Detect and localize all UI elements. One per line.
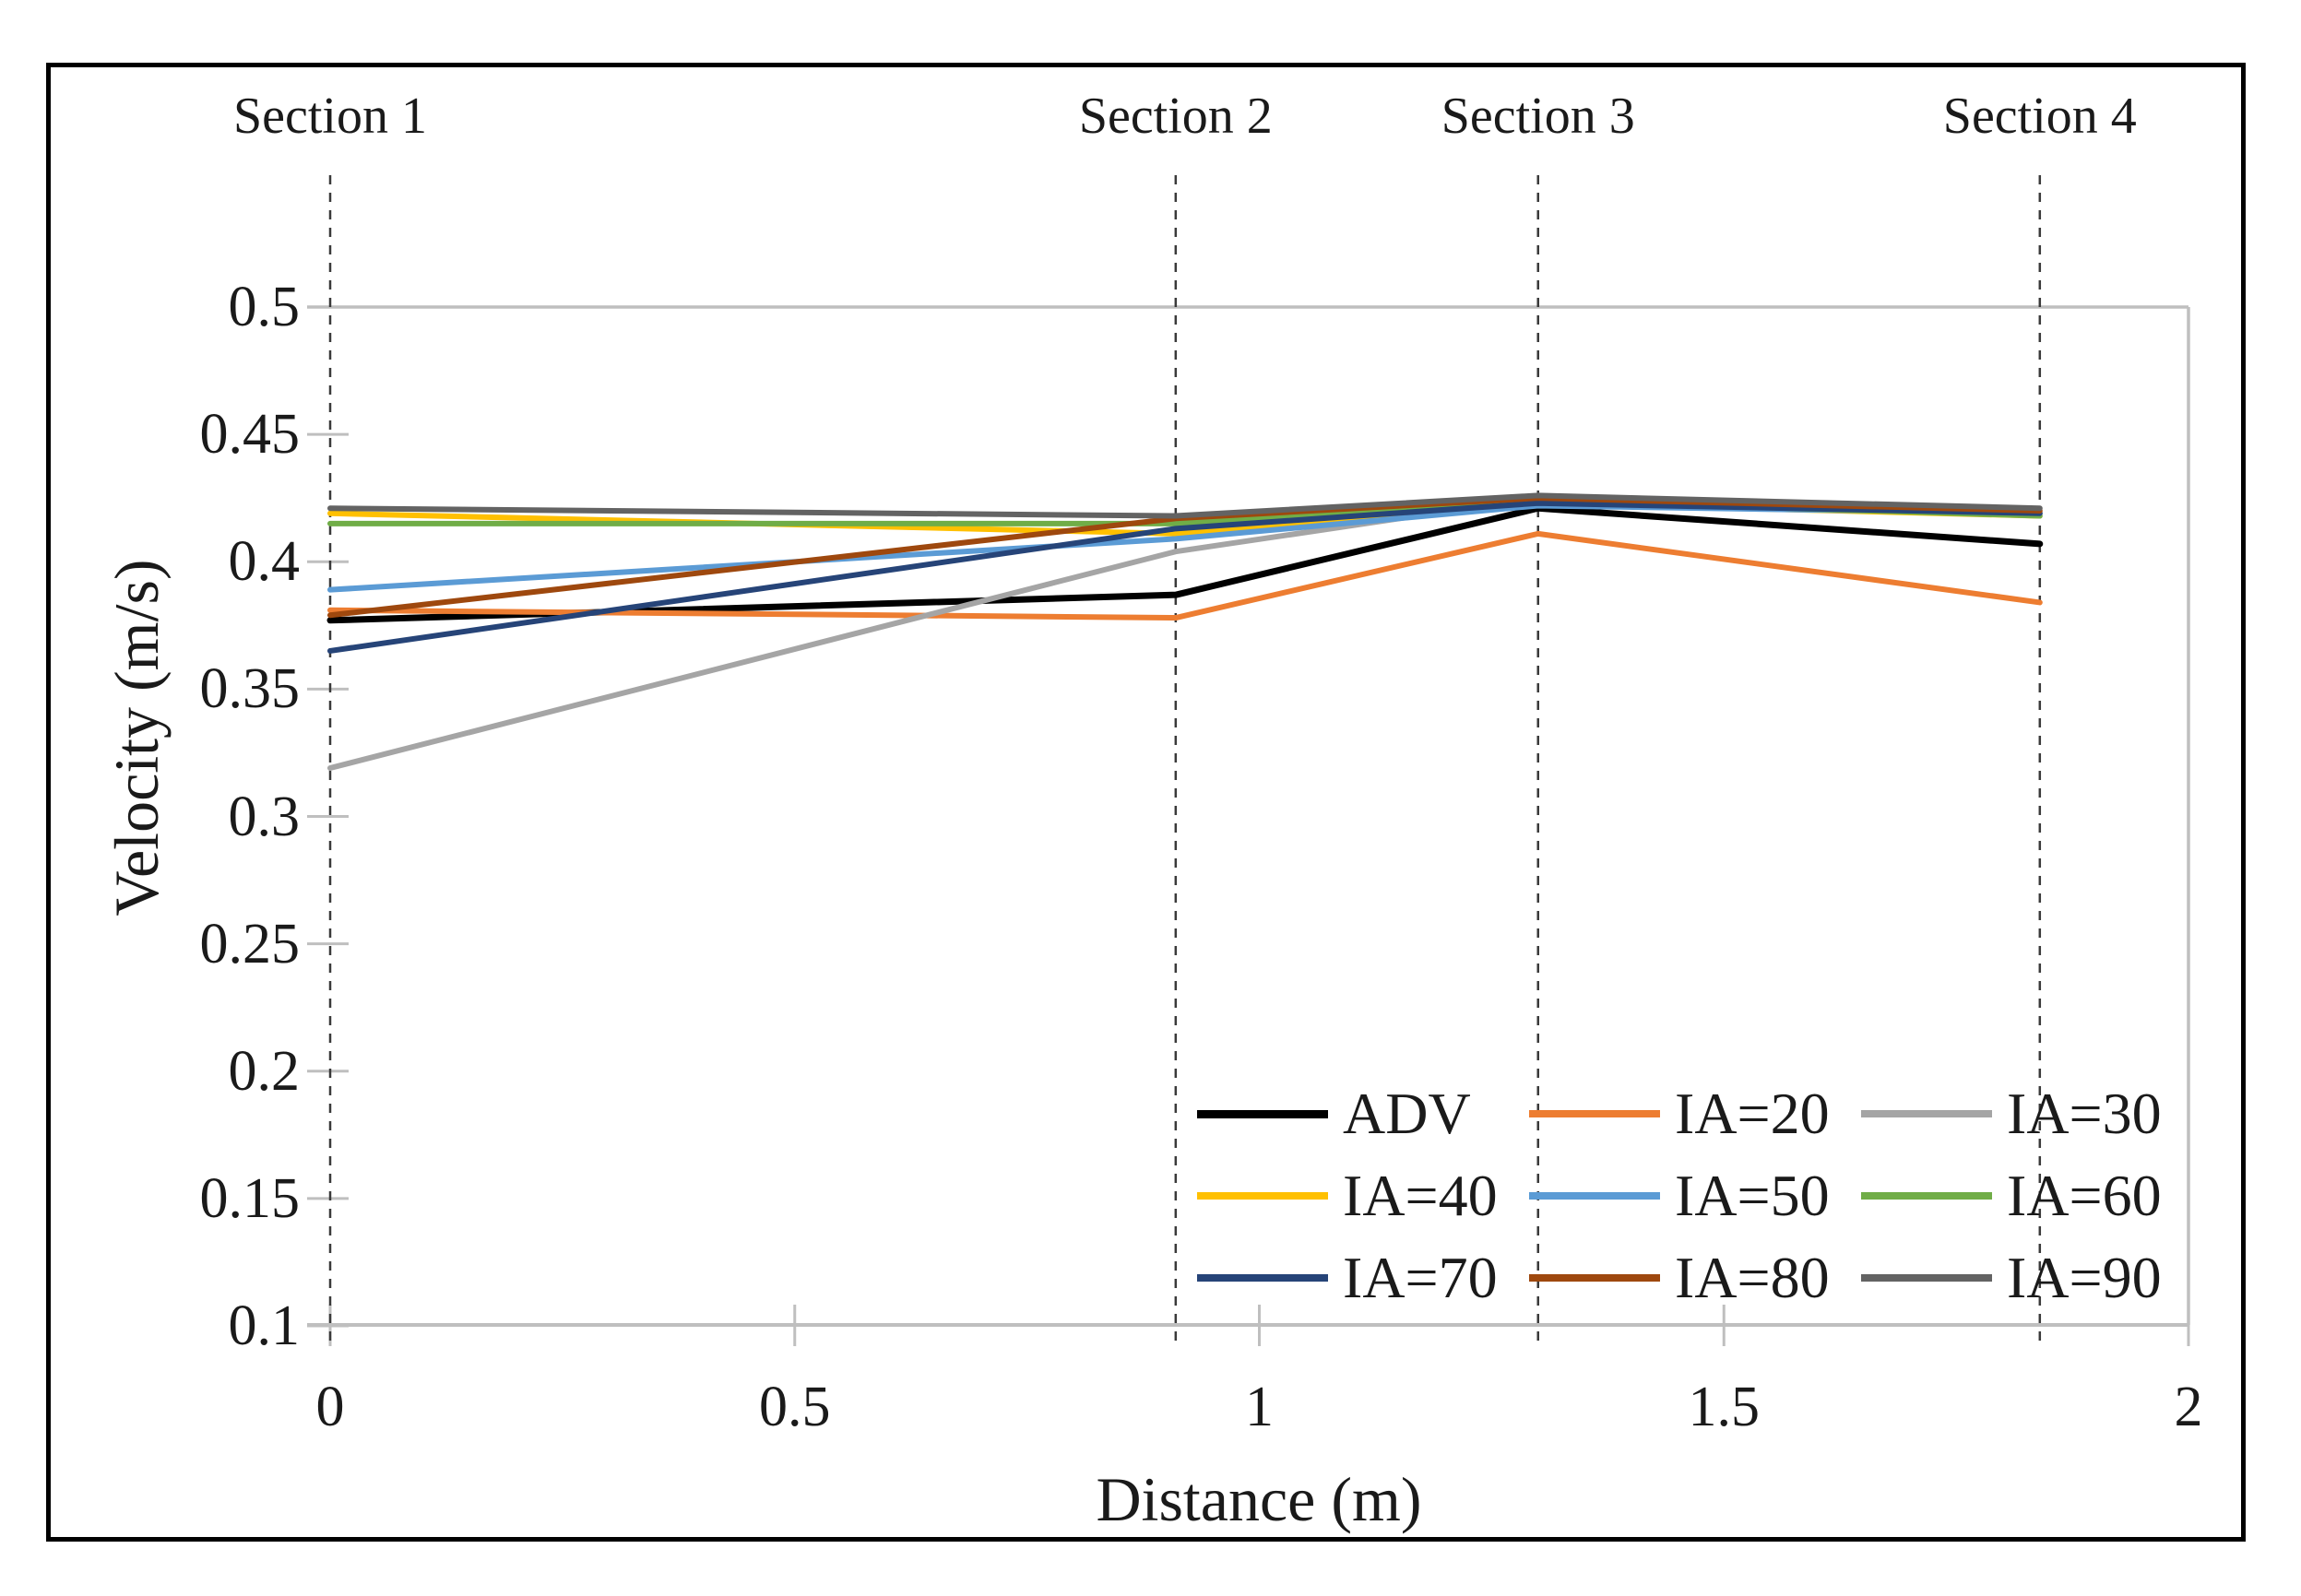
series-line-adv — [326, 504, 2044, 624]
series-line-ia-70 — [327, 500, 2043, 654]
legend-line-swatch — [1861, 1110, 1992, 1117]
y-tick-label: 0.15 — [199, 1166, 301, 1230]
section-label: Section 4 — [1942, 88, 2137, 145]
legend-line-swatch — [1529, 1192, 1660, 1200]
y-tick-label: 0.3 — [228, 785, 301, 848]
legend-label: IA=80 — [1675, 1245, 1830, 1310]
section-label: Section 1 — [233, 88, 427, 145]
x-tick-label: 2 — [2174, 1376, 2203, 1438]
y-tick-label: 0.4 — [228, 530, 301, 594]
legend-line-swatch — [1529, 1110, 1660, 1117]
y-axis-title: Velocity (m/s) — [101, 559, 172, 916]
legend-label: ADV — [1343, 1081, 1471, 1146]
section-label: Section 2 — [1078, 88, 1273, 145]
legend-item: IA=60 — [1861, 1161, 2162, 1231]
legend-item: IA=40 — [1197, 1161, 1498, 1231]
legend-label: IA=60 — [2007, 1163, 2162, 1228]
legend-label: IA=30 — [2007, 1081, 2162, 1146]
y-tick-label: 0.25 — [199, 912, 301, 975]
legend-item: IA=70 — [1197, 1243, 1498, 1313]
y-tick-label: 0.1 — [228, 1295, 301, 1357]
legend-line-swatch — [1197, 1274, 1328, 1282]
legend-item: IA=20 — [1529, 1079, 1830, 1149]
figure-border — [46, 63, 2246, 1542]
x-tick-label: 1 — [1245, 1376, 1274, 1438]
y-tick-label: 0.2 — [228, 1039, 301, 1103]
legend-label: IA=70 — [1343, 1245, 1498, 1310]
x-tick-label: 0.5 — [759, 1376, 831, 1438]
legend-label: IA=20 — [1675, 1081, 1830, 1146]
legend-item: ADV — [1197, 1079, 1471, 1149]
legend-line-swatch — [1529, 1274, 1660, 1282]
legend-item: IA=80 — [1529, 1243, 1830, 1313]
y-tick-label: 0.35 — [199, 657, 301, 721]
x-axis-title: Distance (m) — [1096, 1464, 1422, 1534]
y-tick-label: 0.45 — [199, 403, 301, 467]
y-tick-label: 0.5 — [228, 276, 301, 338]
legend-line-swatch — [1861, 1192, 1992, 1200]
x-tick-label: 0 — [315, 1376, 345, 1438]
legend-line-swatch — [1861, 1274, 1992, 1282]
legend-label: IA=50 — [1675, 1163, 1830, 1228]
legend-label: IA=40 — [1343, 1163, 1498, 1228]
series-line-ia-20 — [327, 530, 2043, 621]
legend-line-swatch — [1197, 1109, 1328, 1118]
legend-item: IA=50 — [1529, 1161, 1830, 1231]
legend-item: IA=30 — [1861, 1079, 2162, 1149]
series-line-ia-90 — [327, 492, 2043, 519]
legend-label: IA=90 — [2007, 1245, 2162, 1310]
legend-line-swatch — [1197, 1192, 1328, 1200]
section-label: Section 3 — [1441, 88, 1635, 145]
x-tick-label: 1.5 — [1688, 1376, 1761, 1438]
legend-item: IA=90 — [1861, 1243, 2162, 1313]
